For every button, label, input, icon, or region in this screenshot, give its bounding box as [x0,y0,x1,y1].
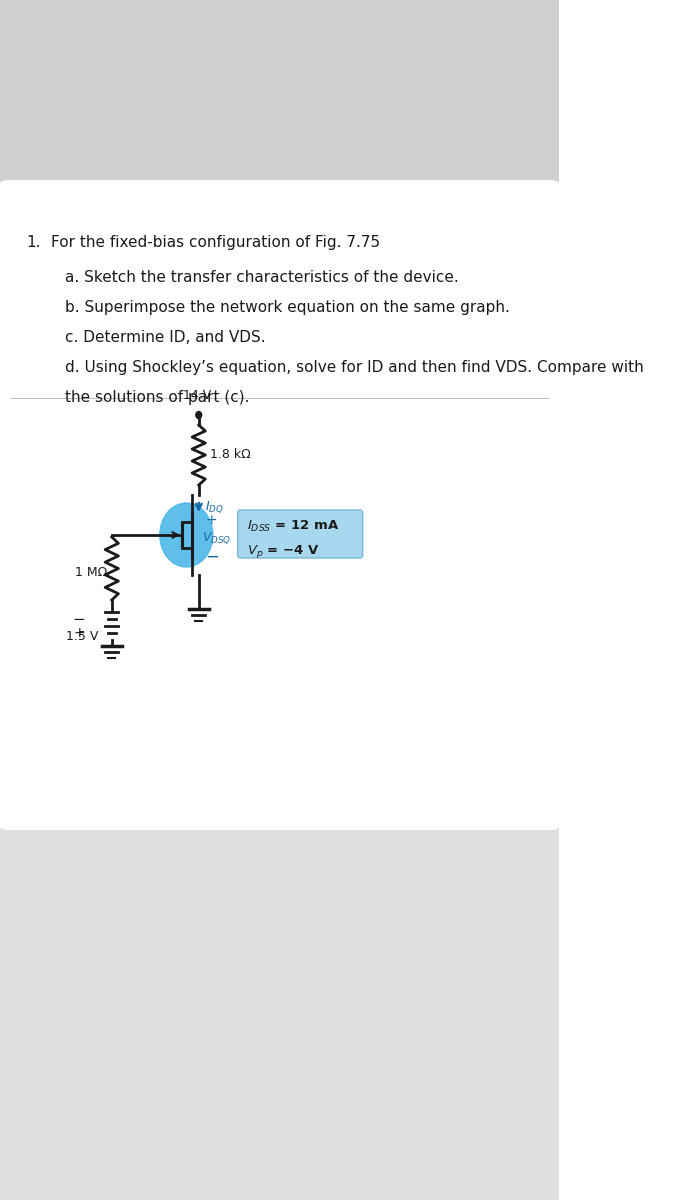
Text: $I_{DQ}$: $I_{DQ}$ [205,499,224,515]
FancyBboxPatch shape [0,0,559,600]
Text: $V_p$ = −4 V: $V_p$ = −4 V [247,542,319,560]
Text: the solutions of part (c).: the solutions of part (c). [65,390,249,404]
Text: −: − [72,612,85,626]
Text: +: + [74,626,85,640]
Text: 1.5 V: 1.5 V [66,630,99,643]
Text: −: − [205,548,219,566]
Text: $V_{DSQ}$: $V_{DSQ}$ [202,530,232,546]
Text: 1 MΩ: 1 MΩ [74,566,107,578]
Text: b. Superimpose the network equation on the same graph.: b. Superimpose the network equation on t… [65,300,510,314]
Text: $I_{DSS}$ = 12 mA: $I_{DSS}$ = 12 mA [247,518,340,534]
Text: 1.8 kΩ: 1.8 kΩ [211,449,251,462]
FancyBboxPatch shape [0,180,563,830]
Text: c. Determine ID, and VDS.: c. Determine ID, and VDS. [65,330,265,346]
Text: +: + [205,512,217,527]
Text: For the fixed-bias configuration of Fig. 7.75: For the fixed-bias configuration of Fig.… [51,235,381,250]
Text: 14 V: 14 V [183,389,211,402]
Text: a. Sketch the transfer characteristics of the device.: a. Sketch the transfer characteristics o… [65,270,458,284]
Text: d. Using Shockley’s equation, solve for ID and then find VDS. Compare with: d. Using Shockley’s equation, solve for … [65,360,643,374]
FancyBboxPatch shape [238,510,362,558]
FancyBboxPatch shape [0,820,559,1200]
Circle shape [196,412,202,419]
Text: 1.: 1. [26,235,41,250]
FancyBboxPatch shape [0,580,559,820]
Circle shape [160,503,213,566]
